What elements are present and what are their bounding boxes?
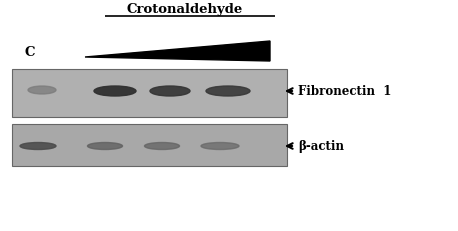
Ellipse shape [28, 87, 56, 94]
Ellipse shape [145, 143, 180, 150]
Bar [12, 70, 287, 118]
Text: Fibronectin  1: Fibronectin 1 [298, 85, 392, 98]
Ellipse shape [150, 87, 190, 97]
Text: C: C [25, 46, 35, 59]
Ellipse shape [201, 143, 239, 150]
Text: β-actin: β-actin [298, 140, 344, 153]
Text: Crotonaldehyde: Crotonaldehyde [127, 3, 243, 16]
Ellipse shape [20, 143, 56, 150]
Bar [12, 125, 287, 166]
Polygon shape [85, 42, 270, 62]
Ellipse shape [206, 87, 250, 97]
Ellipse shape [87, 143, 122, 150]
Ellipse shape [94, 87, 136, 97]
